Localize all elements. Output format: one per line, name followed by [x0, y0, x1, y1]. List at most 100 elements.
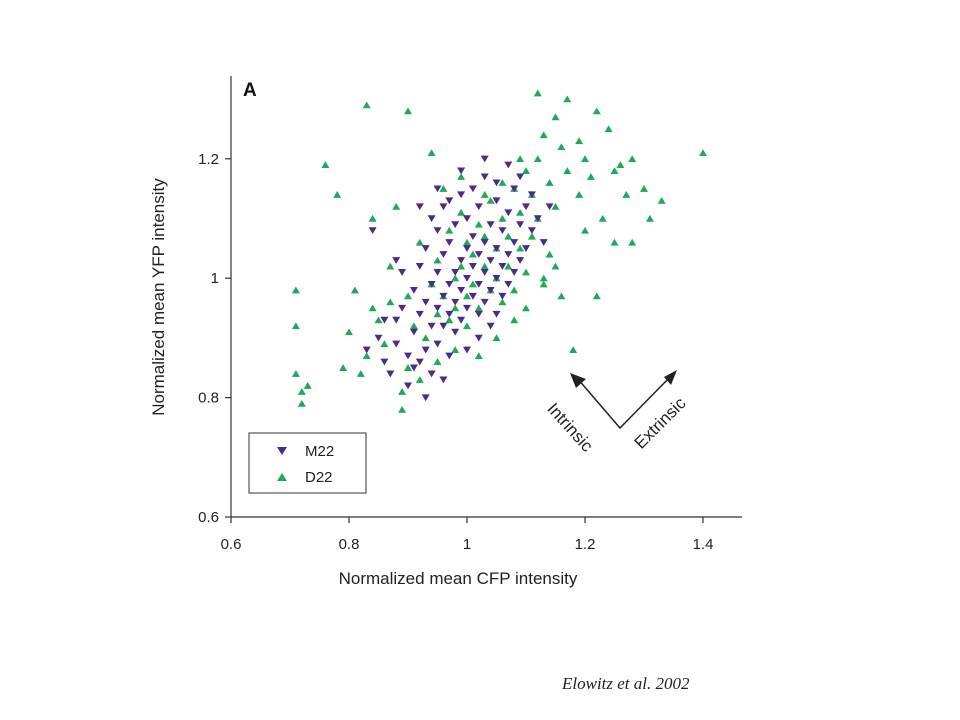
data-point-m22	[433, 304, 442, 312]
data-point-m22	[468, 185, 477, 193]
data-point-d22	[463, 322, 471, 330]
data-point-m22	[545, 203, 554, 211]
data-point-m22	[404, 382, 412, 390]
data-point-d22	[409, 322, 418, 330]
data-point-m22	[392, 340, 401, 348]
data-point-d22	[480, 262, 489, 270]
data-point-m22	[468, 263, 477, 270]
legend: M22 D22	[248, 432, 367, 494]
data-point-d22	[291, 322, 300, 330]
data-point-m22	[492, 310, 501, 318]
y-tick-label: 1.2	[198, 151, 219, 168]
data-point-m22	[457, 257, 466, 264]
data-point-d22	[551, 113, 560, 121]
data-point-d22	[451, 274, 460, 282]
data-point-d22	[504, 232, 513, 240]
data-point-m22	[480, 173, 489, 181]
data-point-d22	[645, 214, 654, 222]
data-point-m22	[504, 280, 513, 288]
y-ticks: 0.6 0.8 1 1.2	[198, 151, 231, 526]
data-point-m22	[498, 292, 507, 300]
data-point-m22	[480, 269, 489, 276]
data-point-m22	[522, 245, 530, 252]
data-point-d22	[492, 334, 501, 342]
data-point-m22	[492, 197, 501, 205]
data-point-m22	[392, 316, 401, 324]
data-point-d22	[398, 405, 407, 413]
data-point-m22	[480, 298, 489, 306]
data-point-d22	[504, 262, 513, 270]
data-point-m22	[480, 155, 489, 163]
data-point-d22	[339, 364, 348, 371]
data-point-m22	[468, 292, 477, 300]
data-point-d22	[480, 191, 489, 198]
data-point-d22	[404, 292, 412, 300]
data-point-m22	[374, 334, 383, 342]
arrow-lines	[576, 374, 673, 430]
plot-axes: 0.6 0.8 1 1.2 1.4 0.6 0.8 1 1.2	[198, 76, 742, 553]
data-point-m22	[539, 239, 548, 246]
data-point-d22	[581, 226, 589, 234]
data-point-d22	[586, 173, 595, 180]
data-point-d22	[439, 185, 448, 192]
data-point-m22	[516, 173, 525, 181]
legend-label-m22: M22	[305, 443, 334, 460]
data-point-d22	[539, 280, 548, 288]
data-point-d22	[380, 340, 389, 348]
data-point-m22	[510, 239, 519, 246]
data-point-d22	[522, 268, 530, 276]
data-point-m22	[463, 215, 471, 223]
data-point-d22	[474, 304, 483, 312]
data-point-m22	[492, 275, 501, 282]
data-point-d22	[374, 316, 383, 324]
x-tick-label: 0.6	[221, 536, 242, 553]
data-point-m22	[510, 185, 519, 193]
x-tick-label: 1.4	[693, 536, 714, 553]
data-point-d22	[445, 316, 454, 324]
data-point-m22	[527, 191, 536, 199]
data-point-d22	[657, 196, 666, 204]
data-point-m22	[474, 280, 483, 288]
y-tick-label: 0.8	[198, 390, 219, 407]
data-point-d22	[510, 316, 519, 324]
data-point-d22	[628, 155, 637, 162]
data-point-d22	[498, 179, 507, 186]
data-point-d22	[321, 161, 330, 168]
data-point-d22	[398, 388, 407, 395]
data-point-m22	[439, 203, 448, 211]
data-point-m22	[427, 370, 436, 378]
data-point-m22	[486, 286, 495, 294]
data-point-m22	[427, 280, 436, 288]
data-point-d22	[563, 167, 572, 174]
data-point-d22	[581, 155, 589, 162]
data-point-d22	[592, 107, 601, 115]
data-point-d22	[291, 286, 300, 294]
data-point-m22	[451, 269, 460, 276]
data-point-d22	[421, 334, 430, 342]
y-tick-label: 1	[211, 270, 219, 287]
data-point-d22	[368, 214, 377, 222]
data-point-m22	[451, 221, 460, 229]
data-point-d22	[362, 352, 371, 360]
data-point-d22	[415, 238, 424, 246]
data-point-d22	[350, 286, 359, 294]
data-point-d22	[522, 167, 530, 174]
extrinsic-label: Extrinsic	[631, 393, 690, 452]
data-point-m22	[380, 316, 389, 324]
data-point-m22	[463, 245, 471, 252]
data-point-d22	[297, 399, 306, 407]
data-point-m22	[421, 298, 430, 306]
data-point-m22	[486, 221, 495, 229]
data-point-m22	[504, 251, 513, 258]
data-point-d22	[362, 101, 371, 109]
data-point-m22	[409, 364, 418, 372]
data-point-d22	[545, 179, 554, 186]
data-point-d22	[551, 262, 560, 270]
data-point-m22	[433, 269, 442, 276]
data-point-m22	[427, 322, 436, 330]
data-point-m22	[504, 209, 513, 217]
data-point-m22	[516, 257, 525, 264]
data-point-d22	[516, 244, 525, 252]
data-point-m22	[468, 233, 477, 241]
intrinsic-arrowhead	[570, 373, 586, 388]
